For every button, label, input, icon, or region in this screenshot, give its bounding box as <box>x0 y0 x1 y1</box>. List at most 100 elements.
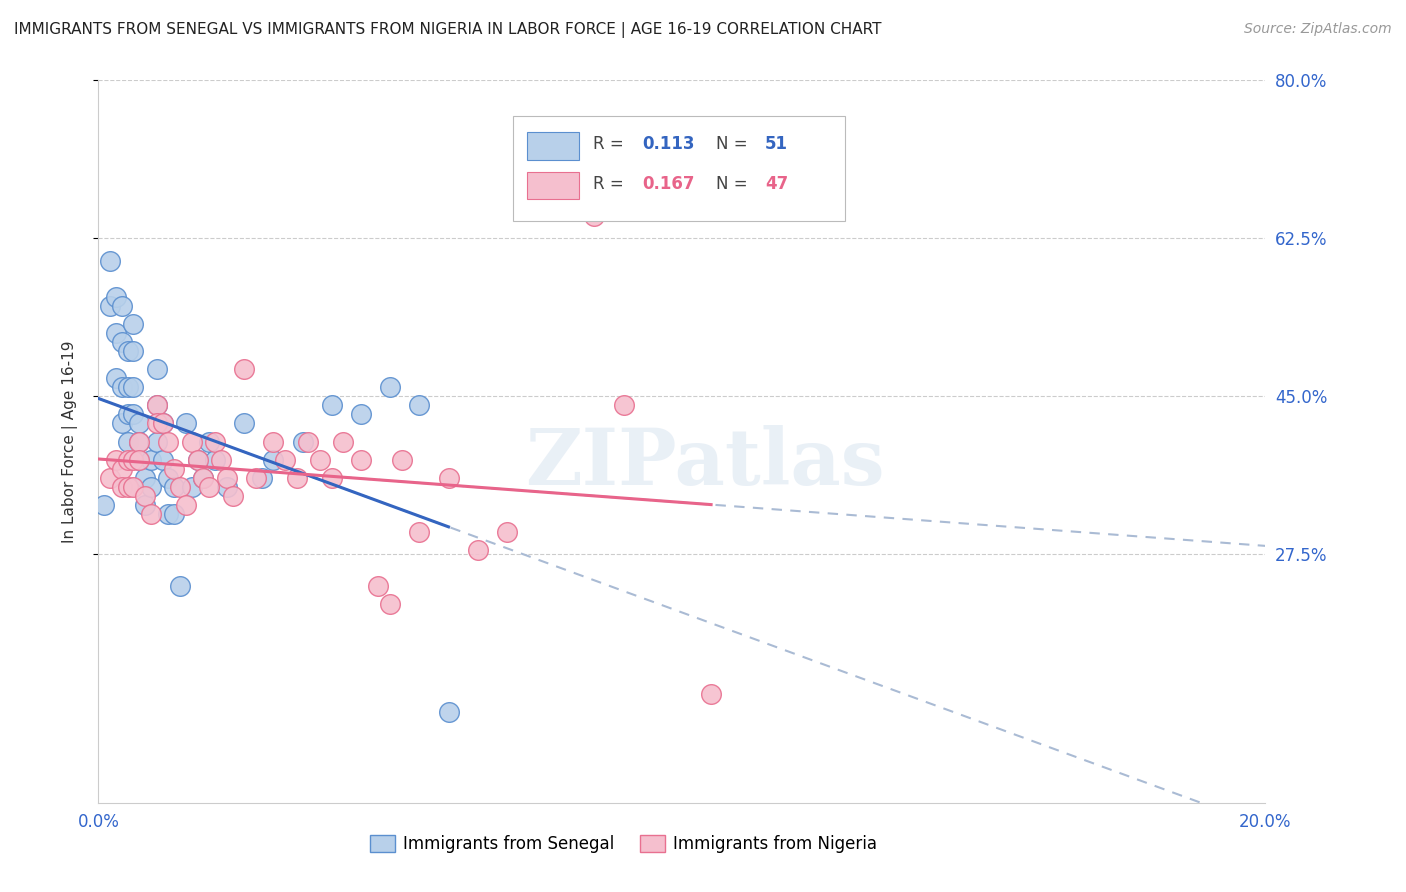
Point <box>139 507 162 521</box>
Point <box>174 417 197 431</box>
Point <box>198 434 221 449</box>
Point <box>215 480 238 494</box>
Point <box>297 434 319 449</box>
Point <box>700 687 723 701</box>
Point <box>111 417 134 431</box>
Point <box>291 434 314 449</box>
Point <box>152 452 174 467</box>
Point <box>152 417 174 431</box>
Point <box>111 380 134 394</box>
Point <box>122 480 145 494</box>
Point <box>98 254 121 268</box>
Point <box>98 299 121 313</box>
Point <box>146 362 169 376</box>
Point <box>134 471 156 485</box>
Point <box>193 471 215 485</box>
Text: N =: N = <box>716 135 752 153</box>
Point <box>104 326 127 340</box>
Point <box>204 452 226 467</box>
Text: ZIPatlas: ZIPatlas <box>526 425 884 501</box>
Point <box>467 542 489 557</box>
Point <box>139 480 162 494</box>
Point <box>146 398 169 412</box>
Point <box>111 461 134 475</box>
Point <box>174 498 197 512</box>
Text: 51: 51 <box>765 135 787 153</box>
Point <box>163 480 186 494</box>
Point <box>117 480 139 494</box>
Point <box>180 480 202 494</box>
Point <box>128 434 150 449</box>
Point <box>285 471 308 485</box>
Point <box>163 461 186 475</box>
Point <box>193 471 215 485</box>
Point <box>380 597 402 611</box>
Point <box>128 417 150 431</box>
Point <box>245 471 267 485</box>
Point <box>408 398 430 412</box>
Point <box>157 471 180 485</box>
Point <box>496 524 519 539</box>
Point <box>262 452 284 467</box>
Point <box>117 408 139 422</box>
Text: IMMIGRANTS FROM SENEGAL VS IMMIGRANTS FROM NIGERIA IN LABOR FORCE | AGE 16-19 CO: IMMIGRANTS FROM SENEGAL VS IMMIGRANTS FR… <box>14 22 882 38</box>
Point <box>187 452 209 467</box>
Point <box>367 579 389 593</box>
Point <box>583 209 606 223</box>
Point <box>122 380 145 394</box>
Point <box>117 344 139 359</box>
Point <box>250 471 273 485</box>
Point <box>157 507 180 521</box>
Text: 0.113: 0.113 <box>643 135 695 153</box>
Point <box>111 335 134 350</box>
FancyBboxPatch shape <box>513 116 845 221</box>
Text: R =: R = <box>593 175 630 193</box>
Point <box>274 452 297 467</box>
Text: 0.167: 0.167 <box>643 175 695 193</box>
Point <box>111 299 134 313</box>
Point <box>104 371 127 385</box>
Point <box>111 480 134 494</box>
Point <box>215 471 238 485</box>
Point <box>198 480 221 494</box>
Point <box>128 452 150 467</box>
Point <box>157 434 180 449</box>
Point <box>146 434 169 449</box>
Point <box>391 452 413 467</box>
Point <box>309 452 332 467</box>
Point <box>117 452 139 467</box>
Point <box>321 398 343 412</box>
Text: R =: R = <box>593 135 630 153</box>
Point <box>104 290 127 304</box>
Point <box>134 498 156 512</box>
Point <box>169 579 191 593</box>
Point <box>437 706 460 720</box>
Point <box>128 434 150 449</box>
Point <box>134 489 156 503</box>
Point <box>139 452 162 467</box>
Point <box>332 434 354 449</box>
Point <box>169 480 191 494</box>
Point <box>104 452 127 467</box>
Point <box>321 471 343 485</box>
Point <box>221 489 243 503</box>
Legend: Immigrants from Senegal, Immigrants from Nigeria: Immigrants from Senegal, Immigrants from… <box>363 828 884 860</box>
Point <box>437 471 460 485</box>
Point <box>163 507 186 521</box>
FancyBboxPatch shape <box>527 172 579 200</box>
Text: 47: 47 <box>765 175 787 193</box>
Y-axis label: In Labor Force | Age 16-19: In Labor Force | Age 16-19 <box>62 340 77 543</box>
Point <box>122 344 145 359</box>
Point <box>233 362 256 376</box>
Point <box>180 434 202 449</box>
Point <box>350 452 373 467</box>
Text: Source: ZipAtlas.com: Source: ZipAtlas.com <box>1244 22 1392 37</box>
Point <box>93 498 115 512</box>
Text: N =: N = <box>716 175 752 193</box>
Point <box>187 452 209 467</box>
Point <box>209 452 232 467</box>
Point <box>128 452 150 467</box>
Point <box>117 380 139 394</box>
Point <box>408 524 430 539</box>
Point <box>233 417 256 431</box>
